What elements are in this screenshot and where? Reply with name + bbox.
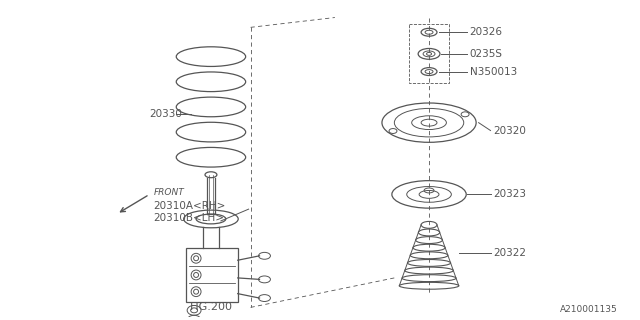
Bar — [409, 24, 449, 83]
Text: 20320: 20320 — [493, 125, 526, 136]
Text: N350013: N350013 — [470, 67, 517, 76]
Text: 20322: 20322 — [493, 248, 527, 258]
Text: 20310A<RH>: 20310A<RH> — [154, 201, 226, 211]
Text: 20326: 20326 — [470, 27, 502, 37]
Text: 20330: 20330 — [150, 109, 182, 119]
Bar — [186, 248, 237, 302]
Text: 20323: 20323 — [493, 189, 527, 199]
Text: 20310B<LH>: 20310B<LH> — [154, 213, 225, 223]
Text: FIG.200: FIG.200 — [189, 302, 232, 312]
Text: 0235S: 0235S — [470, 49, 502, 59]
Text: A210001135: A210001135 — [559, 305, 618, 314]
Text: FRONT: FRONT — [154, 188, 184, 197]
